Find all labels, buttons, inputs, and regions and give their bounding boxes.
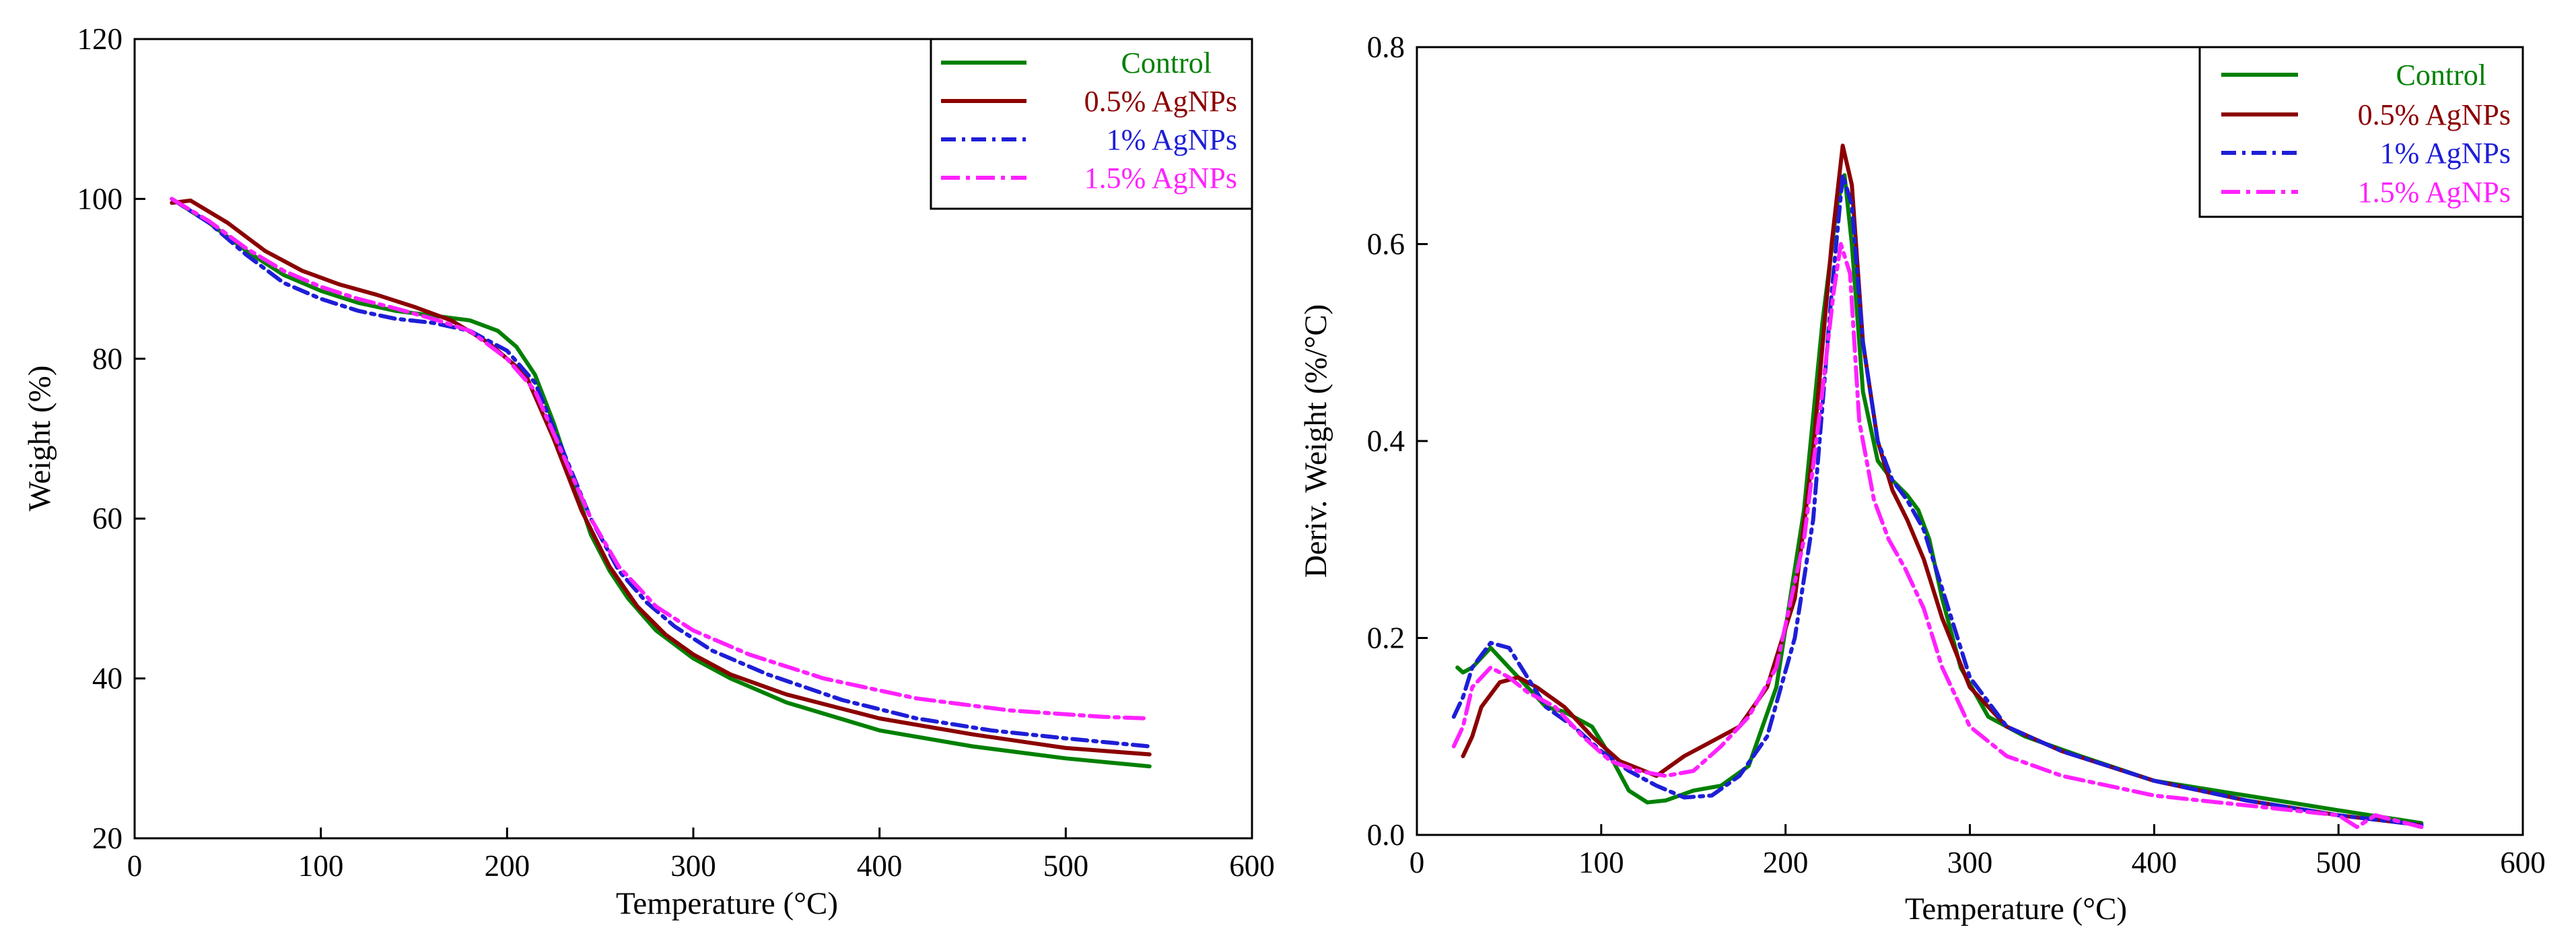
- y-tick-label: 120: [77, 22, 123, 56]
- y-tick-label: 80: [92, 342, 123, 376]
- y-axis-title: Deriv. Weight (%/°C): [1298, 304, 1333, 578]
- x-tick-label: 500: [2316, 846, 2361, 879]
- x-tick-label: 200: [1763, 846, 1809, 879]
- series-lines: [1451, 143, 2424, 830]
- x-ticks: 0 100 200 300 400 500 600: [1409, 824, 2546, 879]
- legend-label: Control: [1121, 46, 1212, 79]
- legend: Control 0.5% AgNPs 1% AgNPs 1.5% AgNPs: [930, 38, 1253, 210]
- x-axis-title: Temperature (°C): [1905, 891, 2127, 926]
- y-ticks: 20 40 60 80 100 120: [77, 22, 145, 855]
- legend-label: 1.5% AgNPs: [2358, 176, 2511, 209]
- y-tick-label: 20: [92, 821, 123, 855]
- x-tick-label: 200: [485, 849, 530, 883]
- y-tick-label: 0.6: [1367, 228, 1405, 261]
- x-tick-label: 300: [1947, 846, 1993, 879]
- y-tick-label: 40: [92, 662, 123, 696]
- series-line: [170, 197, 1152, 720]
- series-line: [170, 198, 1152, 757]
- legend: Control 0.5% AgNPs 1% AgNPs 1.5% AgNPs: [2198, 46, 2524, 218]
- x-tick-label: 400: [857, 849, 903, 883]
- chart-weight-vs-temperature: 0 100 200 300 400 500 600 20 40 60 80 100 120 Tempe…: [22, 22, 1275, 921]
- y-axis-title: Weight (%): [22, 366, 57, 512]
- legend-label: 0.5% AgNPs: [1084, 85, 1237, 118]
- legend-label: 1.5% AgNPs: [1084, 162, 1237, 195]
- series-lines: [170, 197, 1152, 769]
- x-tick-label: 600: [2500, 846, 2546, 879]
- y-tick-label: 0.0: [1367, 818, 1405, 852]
- y-tick-label: 0.8: [1367, 30, 1405, 64]
- series-line: [1451, 242, 2424, 830]
- x-tick-label: 600: [1229, 849, 1275, 883]
- legend-box: [930, 38, 1253, 210]
- x-ticks: 0 100 200 300 400 500 600: [127, 828, 1275, 883]
- legend-label: 1% AgNPs: [2380, 137, 2511, 170]
- y-tick-label: 60: [92, 502, 123, 535]
- x-tick-label: 0: [1409, 846, 1425, 879]
- x-tick-label: 300: [670, 849, 716, 883]
- x-tick-label: 400: [2132, 846, 2178, 879]
- chart-derivative-weight-vs-temperature: 0 100 200 300 400 500 600 0.0 0.2 0.4 0.6 0.8 Temp…: [1298, 30, 2546, 926]
- series-line: [170, 197, 1152, 769]
- x-tick-label: 0: [127, 849, 143, 883]
- y-tick-label: 100: [77, 182, 123, 215]
- legend-label: Control: [2396, 59, 2486, 92]
- legend-label: 0.5% AgNPs: [2358, 98, 2511, 131]
- y-tick-label: 0.4: [1367, 424, 1405, 458]
- x-tick-label: 100: [1578, 846, 1624, 879]
- legend-label: 1% AgNPs: [1107, 123, 1237, 156]
- series-line: [1451, 173, 2424, 828]
- y-tick-label: 0.2: [1367, 621, 1405, 655]
- y-ticks: 0.0 0.2 0.4 0.6 0.8: [1367, 30, 1428, 852]
- series-line: [1461, 143, 2424, 828]
- x-tick-label: 100: [298, 849, 344, 883]
- x-axis-title: Temperature (°C): [616, 886, 838, 921]
- x-tick-label: 500: [1043, 849, 1089, 883]
